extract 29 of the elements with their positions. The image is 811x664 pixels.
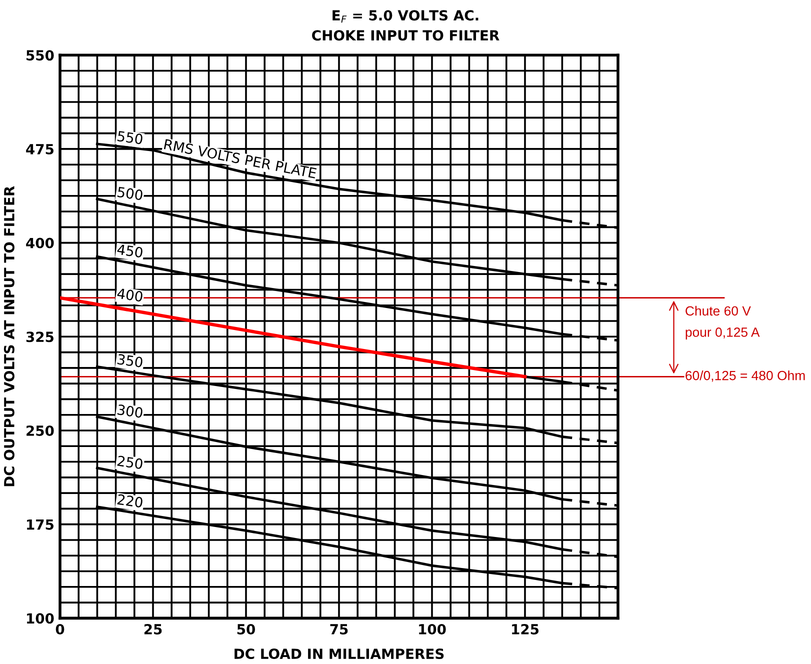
text: Chute 60 V: [686, 306, 751, 316]
y-tick-label: 250: [26, 425, 54, 436]
text: 300: [117, 404, 143, 418]
x-tick-label: 25: [144, 624, 162, 634]
y-tick-label: 550: [26, 50, 54, 61]
text: pour 0,125 A: [686, 328, 760, 340]
chart-subtitle: CHOKE INPUT TO FILTER: [312, 30, 500, 41]
y-tick-label: 325: [26, 332, 54, 342]
y-tick-label: 175: [27, 519, 54, 530]
text: 500: [117, 186, 143, 200]
y-tick-label: 400: [26, 238, 54, 248]
x-tick-label: 75: [330, 624, 348, 634]
text: 350: [117, 354, 143, 368]
text: 450: [116, 244, 143, 258]
y-axis-title: DC OUTPUT VOLTS AT INPUT TO FILTER: [4, 186, 14, 486]
text: 220: [117, 494, 143, 508]
chart-title: E$_{F}$ = 5.0 VOLTS AC.: [332, 10, 478, 23]
text: 400: [116, 288, 143, 302]
x-tick-label: 125: [512, 624, 539, 634]
x-tick-label: 0: [56, 624, 64, 634]
annotation: RMS VOLTS PER PLATE: [164, 138, 317, 179]
x-tick-label: 50: [237, 624, 256, 634]
text: 60/0,125 = 480 Ohm: [686, 370, 805, 382]
x-tick-label: 100: [419, 624, 446, 634]
text: 550: [117, 130, 143, 145]
text: 250: [117, 455, 143, 470]
y-tick-label: 100: [27, 613, 54, 624]
y-tick-label: 475: [26, 144, 54, 154]
x-axis-title: DC LOAD IN MILLIAMPERES: [234, 648, 444, 660]
